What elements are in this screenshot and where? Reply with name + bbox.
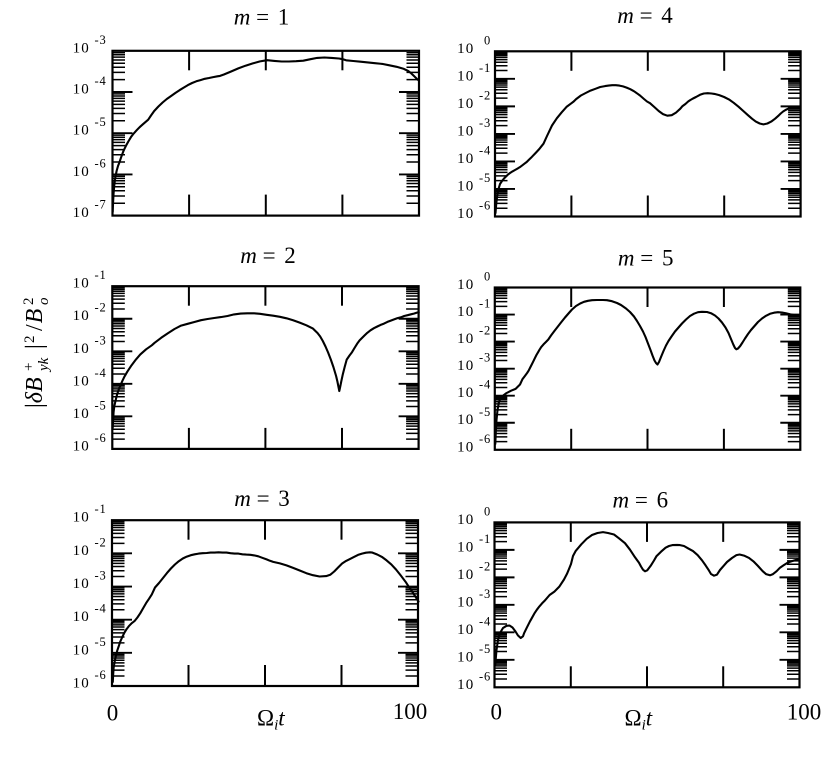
svg-text:-2: -2 — [479, 324, 491, 338]
svg-text:-3: -3 — [94, 33, 106, 47]
svg-text:10: 10 — [73, 341, 90, 357]
svg-text:-6: -6 — [94, 156, 106, 170]
svg-text:100: 100 — [787, 700, 822, 725]
svg-text:0: 0 — [484, 504, 491, 518]
svg-text:10: 10 — [73, 406, 90, 422]
svg-text:10: 10 — [457, 179, 474, 195]
svg-text:10: 10 — [73, 576, 90, 592]
svg-text:10: 10 — [457, 206, 474, 222]
svg-text:10: 10 — [73, 609, 90, 625]
svg-text:/B: /B — [22, 308, 48, 331]
svg-text:-5: -5 — [479, 642, 491, 656]
svg-text:Ωit: Ωit — [257, 706, 285, 734]
svg-text:10: 10 — [73, 373, 90, 389]
svg-text:-3: -3 — [94, 569, 106, 583]
svg-text:10: 10 — [457, 331, 474, 347]
svg-text:10: 10 — [457, 151, 474, 167]
svg-text:10: 10 — [457, 277, 474, 293]
svg-text:-2: -2 — [94, 301, 106, 315]
svg-text:10: 10 — [457, 539, 474, 555]
svg-text:|δB: |δB — [22, 377, 48, 408]
svg-text:10: 10 — [73, 676, 90, 692]
svg-text:-6: -6 — [94, 668, 106, 682]
svg-text:10: 10 — [457, 304, 474, 320]
svg-text:10: 10 — [457, 385, 474, 401]
svg-text:-6: -6 — [479, 199, 491, 213]
svg-text:yk: yk — [36, 357, 52, 373]
svg-text:-4: -4 — [479, 378, 491, 392]
svg-text:-6: -6 — [479, 669, 491, 683]
svg-text:10: 10 — [457, 567, 474, 583]
svg-text:-4: -4 — [94, 366, 106, 380]
svg-text:2: 2 — [21, 298, 37, 306]
svg-text:m = 3: m = 3 — [234, 486, 290, 511]
svg-text:10: 10 — [457, 594, 474, 610]
svg-text:-4: -4 — [94, 74, 106, 88]
svg-text:10: 10 — [457, 96, 474, 112]
svg-text:10: 10 — [73, 82, 90, 98]
svg-text:-6: -6 — [94, 431, 106, 445]
svg-text:10: 10 — [457, 622, 474, 638]
svg-text:-3: -3 — [479, 587, 491, 601]
svg-text:-1: -1 — [94, 268, 106, 282]
svg-text:-3: -3 — [94, 333, 106, 347]
svg-text:m = 5: m = 5 — [618, 246, 674, 271]
svg-text:-2: -2 — [479, 559, 491, 573]
svg-text:100: 100 — [393, 699, 428, 724]
svg-text:+: + — [21, 363, 37, 371]
svg-text:10: 10 — [457, 677, 474, 693]
svg-text:-1: -1 — [94, 502, 106, 516]
svg-text:10: 10 — [73, 308, 90, 324]
svg-text:m = 6: m = 6 — [612, 488, 668, 513]
svg-text:-6: -6 — [479, 432, 491, 446]
svg-text:m = 2: m = 2 — [240, 243, 296, 268]
svg-text:10: 10 — [73, 543, 90, 559]
svg-text:10: 10 — [457, 41, 474, 57]
svg-text:0: 0 — [484, 33, 491, 47]
svg-text:o: o — [36, 297, 52, 305]
svg-text:-1: -1 — [479, 297, 491, 311]
svg-text:10: 10 — [457, 649, 474, 665]
svg-text:-7: -7 — [94, 198, 106, 212]
svg-text:|: | — [22, 344, 48, 349]
svg-text:10: 10 — [457, 123, 474, 139]
svg-text:10: 10 — [457, 68, 474, 84]
svg-text:-1: -1 — [479, 532, 491, 546]
svg-text:-4: -4 — [94, 602, 106, 616]
svg-text:-5: -5 — [479, 171, 491, 185]
svg-text:-3: -3 — [479, 351, 491, 365]
svg-text:-5: -5 — [94, 398, 106, 412]
svg-text:0: 0 — [490, 700, 502, 725]
svg-text:-2: -2 — [479, 88, 491, 102]
svg-text:10: 10 — [457, 512, 474, 528]
svg-text:10: 10 — [73, 510, 90, 526]
svg-text:-4: -4 — [479, 143, 491, 157]
svg-text:-4: -4 — [479, 614, 491, 628]
svg-text:-3: -3 — [479, 116, 491, 130]
svg-text:-1: -1 — [479, 61, 491, 75]
svg-text:10: 10 — [73, 276, 90, 292]
svg-text:10: 10 — [73, 164, 90, 180]
svg-text:0: 0 — [484, 270, 491, 284]
svg-text:-5: -5 — [94, 635, 106, 649]
svg-text:10: 10 — [73, 123, 90, 139]
svg-text:0: 0 — [107, 701, 119, 726]
svg-text:10: 10 — [73, 205, 90, 221]
svg-text:10: 10 — [457, 439, 474, 455]
svg-text:m = 1: m = 1 — [234, 5, 290, 30]
svg-text:10: 10 — [73, 40, 90, 56]
svg-text:10: 10 — [457, 412, 474, 428]
svg-text:10: 10 — [73, 642, 90, 658]
svg-text:2: 2 — [22, 336, 38, 344]
svg-text:-2: -2 — [94, 535, 106, 549]
svg-text:10: 10 — [457, 358, 474, 374]
svg-text:-5: -5 — [479, 405, 491, 419]
svg-text:-5: -5 — [94, 115, 106, 129]
svg-text:Ωit: Ωit — [625, 706, 653, 734]
svg-text:10: 10 — [73, 438, 90, 454]
svg-text:m = 4: m = 4 — [617, 3, 673, 28]
